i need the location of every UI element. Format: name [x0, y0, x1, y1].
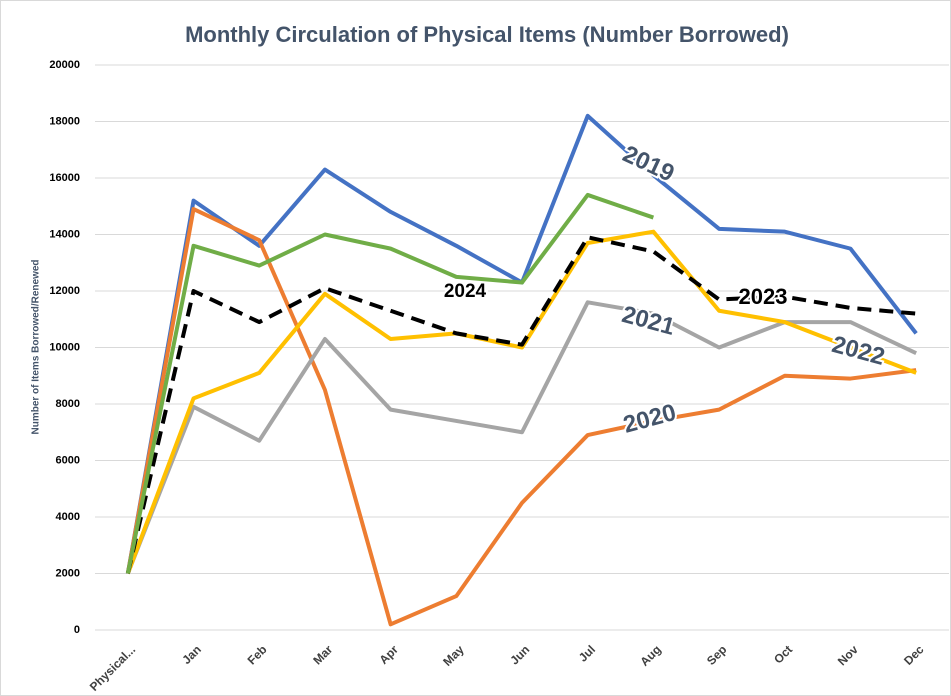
y-axis-label: Number of Items Borrowed/Renewed [31, 259, 42, 434]
y-tick-label: 12000 [49, 285, 80, 297]
y-tick-label: 16000 [49, 172, 80, 184]
series-label: 2023 [739, 284, 788, 309]
series-line [125, 229, 917, 575]
y-tick-label: 8000 [56, 398, 80, 410]
series-line [125, 207, 917, 627]
y-tick-label: 18000 [49, 115, 80, 127]
y-tick-label: 10000 [49, 341, 80, 353]
y-tick-label: 6000 [56, 454, 80, 466]
series-line [125, 192, 655, 574]
series-label: 2024 [444, 281, 487, 302]
y-tick-label: 0 [74, 624, 80, 636]
y-tick-label: 20000 [49, 59, 80, 71]
chart-title: Monthly Circulation of Physical Items (N… [185, 22, 789, 47]
y-tick-label: 2000 [56, 567, 80, 579]
series-line [125, 235, 917, 574]
y-tick-label: 4000 [56, 511, 80, 523]
y-tick-label: 14000 [49, 228, 80, 240]
